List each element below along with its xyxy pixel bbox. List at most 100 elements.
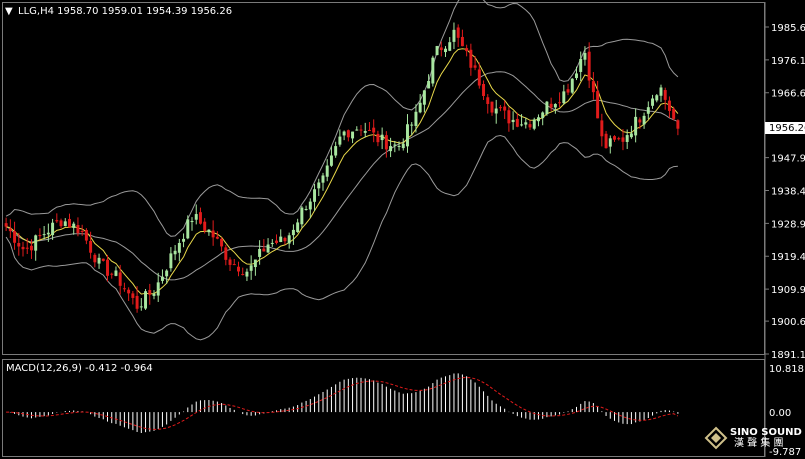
candle-bull [655, 95, 659, 101]
candle-bull [651, 98, 655, 106]
macd-tick-label: -9.787 [769, 447, 801, 458]
price-ticks: 1985.65 1976.15 1966.65 1947.90 1938.40 1928.… [765, 23, 805, 361]
candle-bull [287, 235, 291, 244]
candle-bull [427, 80, 431, 89]
candle-bear [600, 120, 604, 137]
candle-bull [190, 221, 194, 223]
candle-bear [224, 247, 228, 260]
candle-bear [384, 135, 388, 150]
candle-bear [127, 289, 131, 294]
candle-bull [308, 201, 312, 210]
candle-bear [237, 266, 240, 272]
candle-bear [528, 124, 532, 128]
candle-bull [646, 107, 650, 114]
candle-bull [410, 124, 414, 126]
candle-bear [68, 218, 71, 228]
candle-bull [34, 235, 38, 251]
candle-bear [486, 97, 490, 104]
macd-ticks: 10.818 0.00 -9.787 [769, 364, 804, 458]
candle-bear [93, 254, 97, 263]
candle-bear [17, 242, 21, 247]
candle-bull [114, 270, 118, 276]
price-tick-label: 1976.15 [771, 56, 805, 67]
candle-bull [452, 29, 456, 42]
candle-bull [575, 73, 578, 79]
macd-tick-label: 0.00 [769, 408, 791, 419]
candle-bear [110, 273, 114, 275]
candle-bear [80, 230, 84, 232]
price-tick-label: 1900.65 [771, 317, 805, 328]
candle-bear [283, 237, 287, 242]
candle-bull [42, 234, 46, 236]
price-tick-label: 1966.65 [771, 89, 805, 100]
bollinger-middle-line [5, 71, 679, 281]
candle-bull [144, 291, 148, 309]
candle-bear [211, 230, 215, 238]
candle-bear [482, 84, 486, 96]
macd-panel-border [2, 359, 765, 457]
candle-bull [494, 108, 498, 114]
macd-signal-line [6, 376, 679, 430]
candle-bull [524, 122, 528, 125]
candle-bull [570, 78, 574, 93]
candle-bull [329, 155, 333, 166]
candle-bear [148, 290, 152, 295]
candle-bull [608, 138, 612, 147]
candle-bull [629, 133, 633, 138]
candle-bull [245, 271, 249, 277]
candle-bull [642, 115, 646, 125]
candle-bull [186, 219, 190, 239]
candle-bull [562, 91, 566, 104]
candle-bull [431, 57, 435, 84]
candle-bull [511, 119, 515, 123]
candle-bull [393, 144, 397, 146]
candle-bull [279, 236, 283, 242]
candle-bull [51, 222, 55, 236]
candle-bear [228, 259, 232, 265]
candle-bull [173, 250, 177, 255]
price-tick-label: 1919.40 [771, 252, 805, 263]
bollinger-lower-line [5, 134, 678, 341]
price-tick-label: 1985.65 [771, 23, 805, 34]
candle-bull [63, 221, 67, 227]
candle-bull [536, 117, 540, 122]
candle-bear [456, 27, 460, 38]
candle-bull [321, 175, 325, 183]
candle-bear [55, 220, 59, 222]
candle-bull [355, 129, 359, 131]
candle-bull [414, 111, 418, 126]
candle-bull [46, 232, 50, 235]
candle-bear [503, 106, 507, 111]
candle-bull [258, 248, 262, 257]
candle-bull [177, 242, 181, 253]
bollinger-bands [5, 0, 679, 341]
candle-bull [165, 270, 169, 277]
watermark-line1: SINO SOUND [730, 427, 802, 438]
candle-bear [604, 133, 608, 149]
candle-bear [617, 138, 621, 140]
candle-bull [338, 136, 342, 145]
candle-bull [418, 102, 422, 113]
moving-average [5, 48, 679, 295]
candle-bear [676, 120, 680, 129]
candle-bear [215, 236, 219, 239]
candle-bear [29, 245, 33, 251]
macd-histogram [9, 373, 679, 433]
candle-bear [621, 137, 625, 142]
candle-bull [397, 145, 401, 147]
price-tick-label: 1891.15 [771, 350, 805, 361]
candle-bear [469, 49, 473, 68]
dropdown-icon[interactable]: ▼ [5, 6, 13, 17]
candle-bear [346, 130, 350, 138]
candle-bear [275, 240, 278, 243]
candle-bull [182, 238, 186, 242]
moving-average-line [5, 48, 679, 295]
bollinger-upper-line [5, 0, 679, 237]
candle-bull [579, 58, 583, 72]
candle-bear [203, 221, 207, 231]
candle-bull [659, 87, 663, 96]
candle-bull [545, 101, 549, 115]
candle-bull [156, 282, 160, 296]
candle-bull [448, 42, 452, 51]
